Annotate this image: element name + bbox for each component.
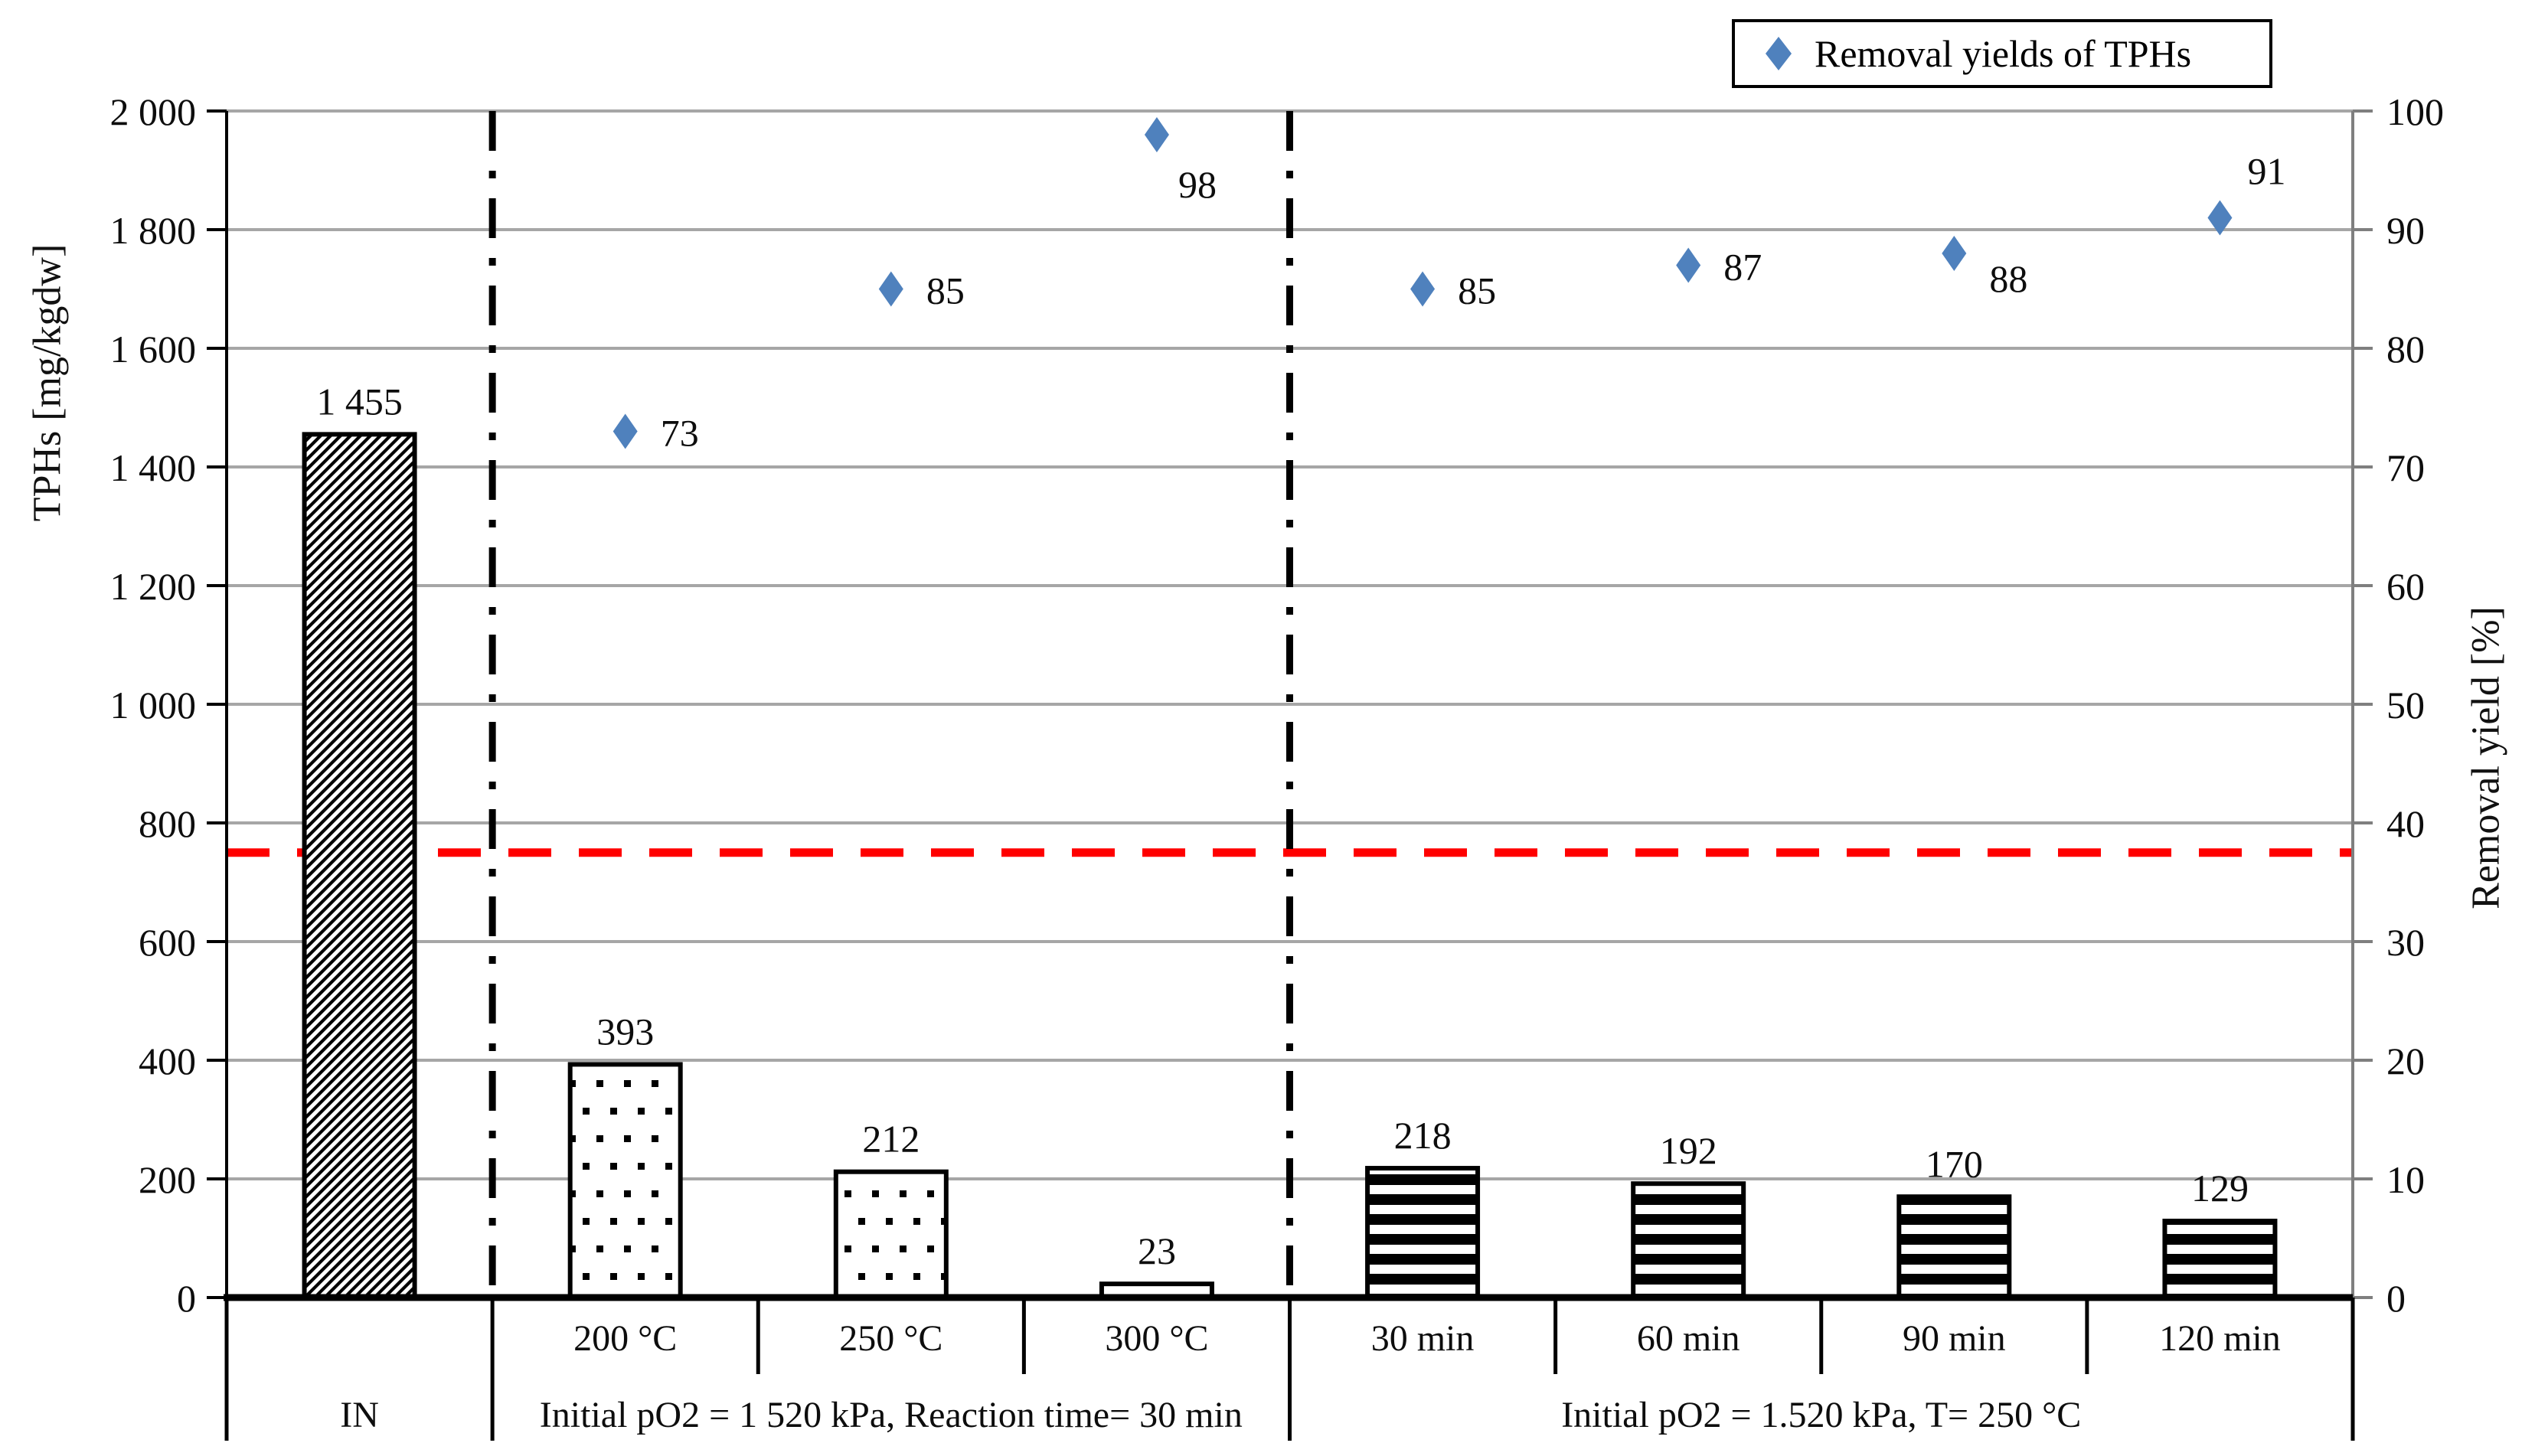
group-label: Initial pO2 = 1 520 kPa, Reaction time= … [540, 1395, 1243, 1435]
right-axis-tick-label: 40 [2386, 802, 2425, 845]
right-axis-tick-label: 20 [2386, 1040, 2425, 1082]
category-label: 90 min [1903, 1318, 2006, 1359]
bar-value-label: 192 [1660, 1129, 1717, 1172]
left-axis-tick-label: 600 [139, 921, 196, 964]
category-label: 30 min [1371, 1318, 1475, 1359]
bar [2162, 1219, 2278, 1301]
left-axis-tick-label: 1 200 [110, 565, 197, 608]
legend-label: Removal yields of TPHs [1815, 32, 2192, 75]
left-axis-tick-label: 0 [177, 1277, 196, 1320]
category-label: 300 °C [1105, 1318, 1208, 1359]
bar-value-label: 393 [596, 1010, 654, 1053]
left-axis-title: TPHs [mg/kgdw] [25, 243, 70, 522]
right-axis-tick-label: 90 [2386, 209, 2425, 252]
scatter-diamond-marker [1942, 236, 1967, 271]
marker-value-label: 85 [1458, 269, 1496, 312]
right-axis-tick-label: 30 [2386, 921, 2425, 964]
right-axis-tick-label: 80 [2386, 328, 2425, 371]
left-axis-tick-label: 400 [139, 1040, 196, 1082]
marker-value-label: 73 [661, 412, 699, 455]
right-axis-tick-label: 60 [2386, 565, 2425, 608]
category-label: 120 min [2159, 1318, 2281, 1359]
legend: Removal yields of TPHs [1732, 19, 2272, 88]
category-label: 200 °C [573, 1318, 677, 1359]
scatter-diamond-marker [1144, 117, 1169, 152]
right-axis-tick-label: 0 [2386, 1277, 2406, 1320]
scatter-diamond-marker [613, 413, 638, 449]
bar-value-label: 129 [2191, 1167, 2249, 1210]
bar [1365, 1166, 1481, 1301]
right-axis-tick-label: 100 [2386, 90, 2444, 133]
group-label: IN [340, 1395, 379, 1435]
left-axis-tick-label: 1 600 [110, 328, 197, 371]
category-label: 60 min [1637, 1318, 1740, 1359]
right-axis-tick-label: 70 [2386, 446, 2425, 489]
right-axis-title: Removal yield [%] [2464, 606, 2508, 909]
scatter-diamond-marker [1410, 271, 1436, 307]
marker-value-label: 85 [926, 269, 965, 312]
bar [1896, 1194, 2012, 1300]
bar [567, 1062, 683, 1301]
bar-value-label: 23 [1138, 1229, 1176, 1272]
bar-value-label: 1 455 [316, 380, 403, 423]
bar [1631, 1181, 1746, 1300]
marker-value-label: 88 [1989, 257, 2027, 300]
bar-value-label: 212 [862, 1118, 920, 1161]
marker-value-label: 87 [1723, 246, 1762, 289]
left-axis-tick-label: 1 400 [110, 446, 197, 489]
scatter-diamond-marker [878, 271, 903, 307]
group-label: Initial pO2 = 1.520 kPa, T= 250 °C [1561, 1395, 2081, 1435]
right-axis-tick-label: 10 [2386, 1158, 2425, 1201]
left-axis-tick-label: 2 000 [110, 90, 197, 133]
series-diamond-marker-icon [1766, 37, 1792, 70]
bar-value-label: 218 [1394, 1114, 1452, 1157]
marker-value-label: 98 [1178, 163, 1217, 206]
category-label: 250 °C [839, 1318, 942, 1359]
left-axis-tick-label: 1 800 [110, 209, 197, 252]
left-axis-tick-label: 800 [139, 802, 196, 845]
left-axis-tick-label: 200 [139, 1158, 196, 1201]
right-axis-tick-label: 50 [2386, 684, 2425, 726]
bar [833, 1169, 949, 1300]
scatter-diamond-marker [2207, 200, 2233, 236]
bar [302, 432, 417, 1300]
scatter-diamond-marker [1676, 247, 1701, 283]
left-axis-tick-label: 1 000 [110, 684, 197, 726]
bar-value-label: 170 [1926, 1142, 1983, 1185]
marker-value-label: 91 [2247, 150, 2285, 193]
